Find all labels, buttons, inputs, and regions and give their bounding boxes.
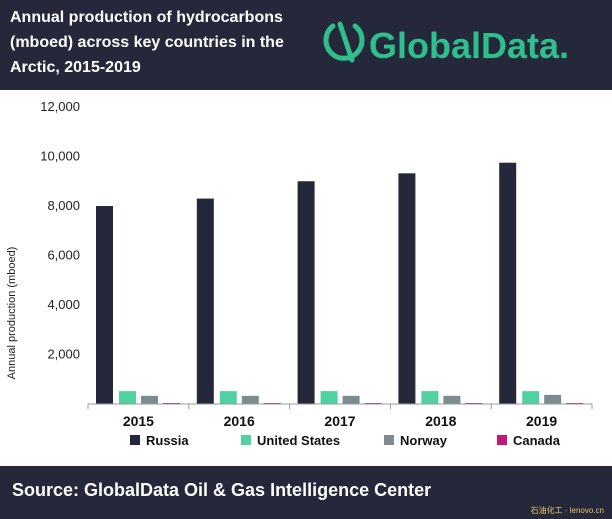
x-tick-label: 2019	[526, 413, 557, 429]
legend-swatch-norway	[384, 435, 394, 445]
bar-norway-2017	[342, 395, 360, 404]
y-tick-label: 4,000	[47, 297, 80, 312]
bar-chart: Annual production (mboed) 2,000 4,000 6,00…	[6, 99, 593, 448]
bar-united-states-2016	[219, 391, 237, 404]
bar-russia-2016	[196, 198, 214, 404]
bar-united-states-2018	[421, 391, 439, 404]
globaldata-wordmark: GlobalData.	[369, 25, 569, 66]
x-axis-ticks: 2015 2016 2017 2018 2019	[87, 404, 593, 429]
x-tick-label: 2015	[123, 413, 154, 429]
bar-russia-2015	[96, 206, 113, 404]
title-line-2: (mboed) across key countries in the	[10, 34, 284, 51]
globaldata-mark-icon	[323, 21, 365, 63]
bar-series	[96, 162, 584, 405]
x-tick-label: 2016	[224, 413, 255, 429]
bar-united-states-2017	[320, 391, 338, 404]
bar-norway-2019	[544, 394, 562, 404]
header-banner: Annual production of hydrocarbons (mboed…	[0, 0, 612, 90]
legend-label-canada: Canada	[513, 433, 561, 448]
bar-united-states-2019	[522, 391, 540, 404]
y-tick-label: 2,000	[47, 347, 80, 362]
x-tick-label: 2017	[324, 413, 355, 429]
legend-swatch-united-states	[241, 435, 251, 445]
y-tick-label: 10,000	[40, 149, 80, 164]
bar-norway-2016	[241, 395, 259, 404]
chart-title: Annual production of hydrocarbons (mboed…	[10, 5, 310, 80]
source-note: Source: GlobalData Oil & Gas Intelligenc…	[12, 480, 432, 500]
x-tick-label: 2018	[425, 413, 456, 429]
y-axis-label: Annual production (mboed)	[6, 247, 18, 380]
bar-russia-2017	[297, 181, 315, 404]
y-tick-label: 8,000	[47, 198, 80, 213]
legend-label-united-states: United States	[257, 433, 340, 448]
legend-swatch-russia	[130, 435, 140, 445]
footer-banner: Source: GlobalData Oil & Gas Intelligenc…	[0, 466, 612, 519]
y-tick-label: 6,000	[47, 248, 80, 263]
bar-russia-2018	[398, 173, 416, 404]
bar-norway-2015	[141, 395, 158, 404]
title-line-3: Arctic, 2015-2019	[10, 59, 141, 76]
watermark-stamp: 石油化工 · lenovo.cn	[530, 506, 604, 515]
title-line-1: Annual production of hydrocarbons	[10, 9, 283, 26]
globaldata-logo: GlobalData.	[323, 21, 569, 66]
bar-russia-2019	[499, 162, 517, 404]
legend-swatch-canada	[497, 435, 507, 445]
chart-area: Annual production (mboed) 2,000 4,000 6,00…	[0, 90, 612, 466]
bar-united-states-2015	[119, 391, 136, 404]
y-tick-label: 12,000	[40, 99, 80, 114]
y-axis-ticks: 2,000 4,000 6,000 8,000 10,000 12,000	[40, 99, 80, 362]
legend-label-norway: Norway	[400, 433, 448, 448]
bar-norway-2018	[443, 395, 461, 404]
legend: Russia United States Norway Canada	[130, 433, 561, 448]
legend-label-russia: Russia	[146, 433, 189, 448]
